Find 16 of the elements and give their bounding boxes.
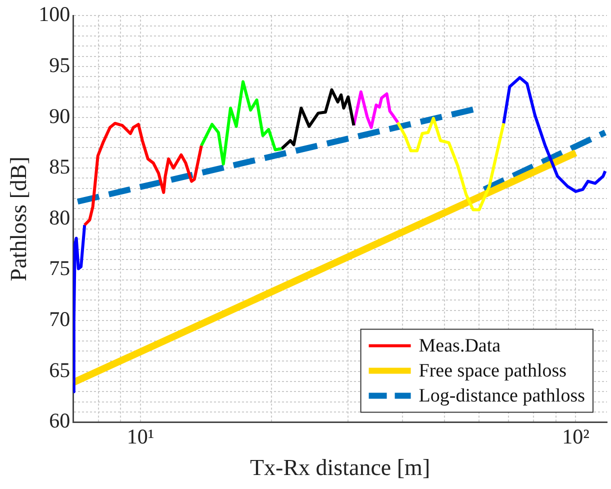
y-tick-label: 60	[49, 408, 70, 433]
y-tick-label: 75	[49, 256, 70, 280]
x-tick-label: 10²	[562, 424, 590, 448]
legend-label: Free space pathloss	[418, 360, 567, 382]
y-tick-label: 65	[49, 358, 70, 382]
x-tick-label: 10¹	[126, 424, 154, 448]
y-tick-label: 80	[49, 205, 70, 230]
legend-label: Log-distance pathloss	[418, 386, 586, 407]
y-tick-label: 95	[49, 52, 70, 77]
legend-label: Meas.Data	[418, 336, 502, 357]
x-axis-title: Tx-Rx distance [m]	[250, 455, 430, 480]
y-axis-title: Pathloss [dB]	[6, 156, 31, 282]
y-tick-label: 70	[49, 307, 70, 332]
y-tick-label: 90	[49, 104, 70, 128]
y-tick-label: 85	[49, 154, 70, 179]
y-tick-label: 100	[38, 2, 70, 26]
